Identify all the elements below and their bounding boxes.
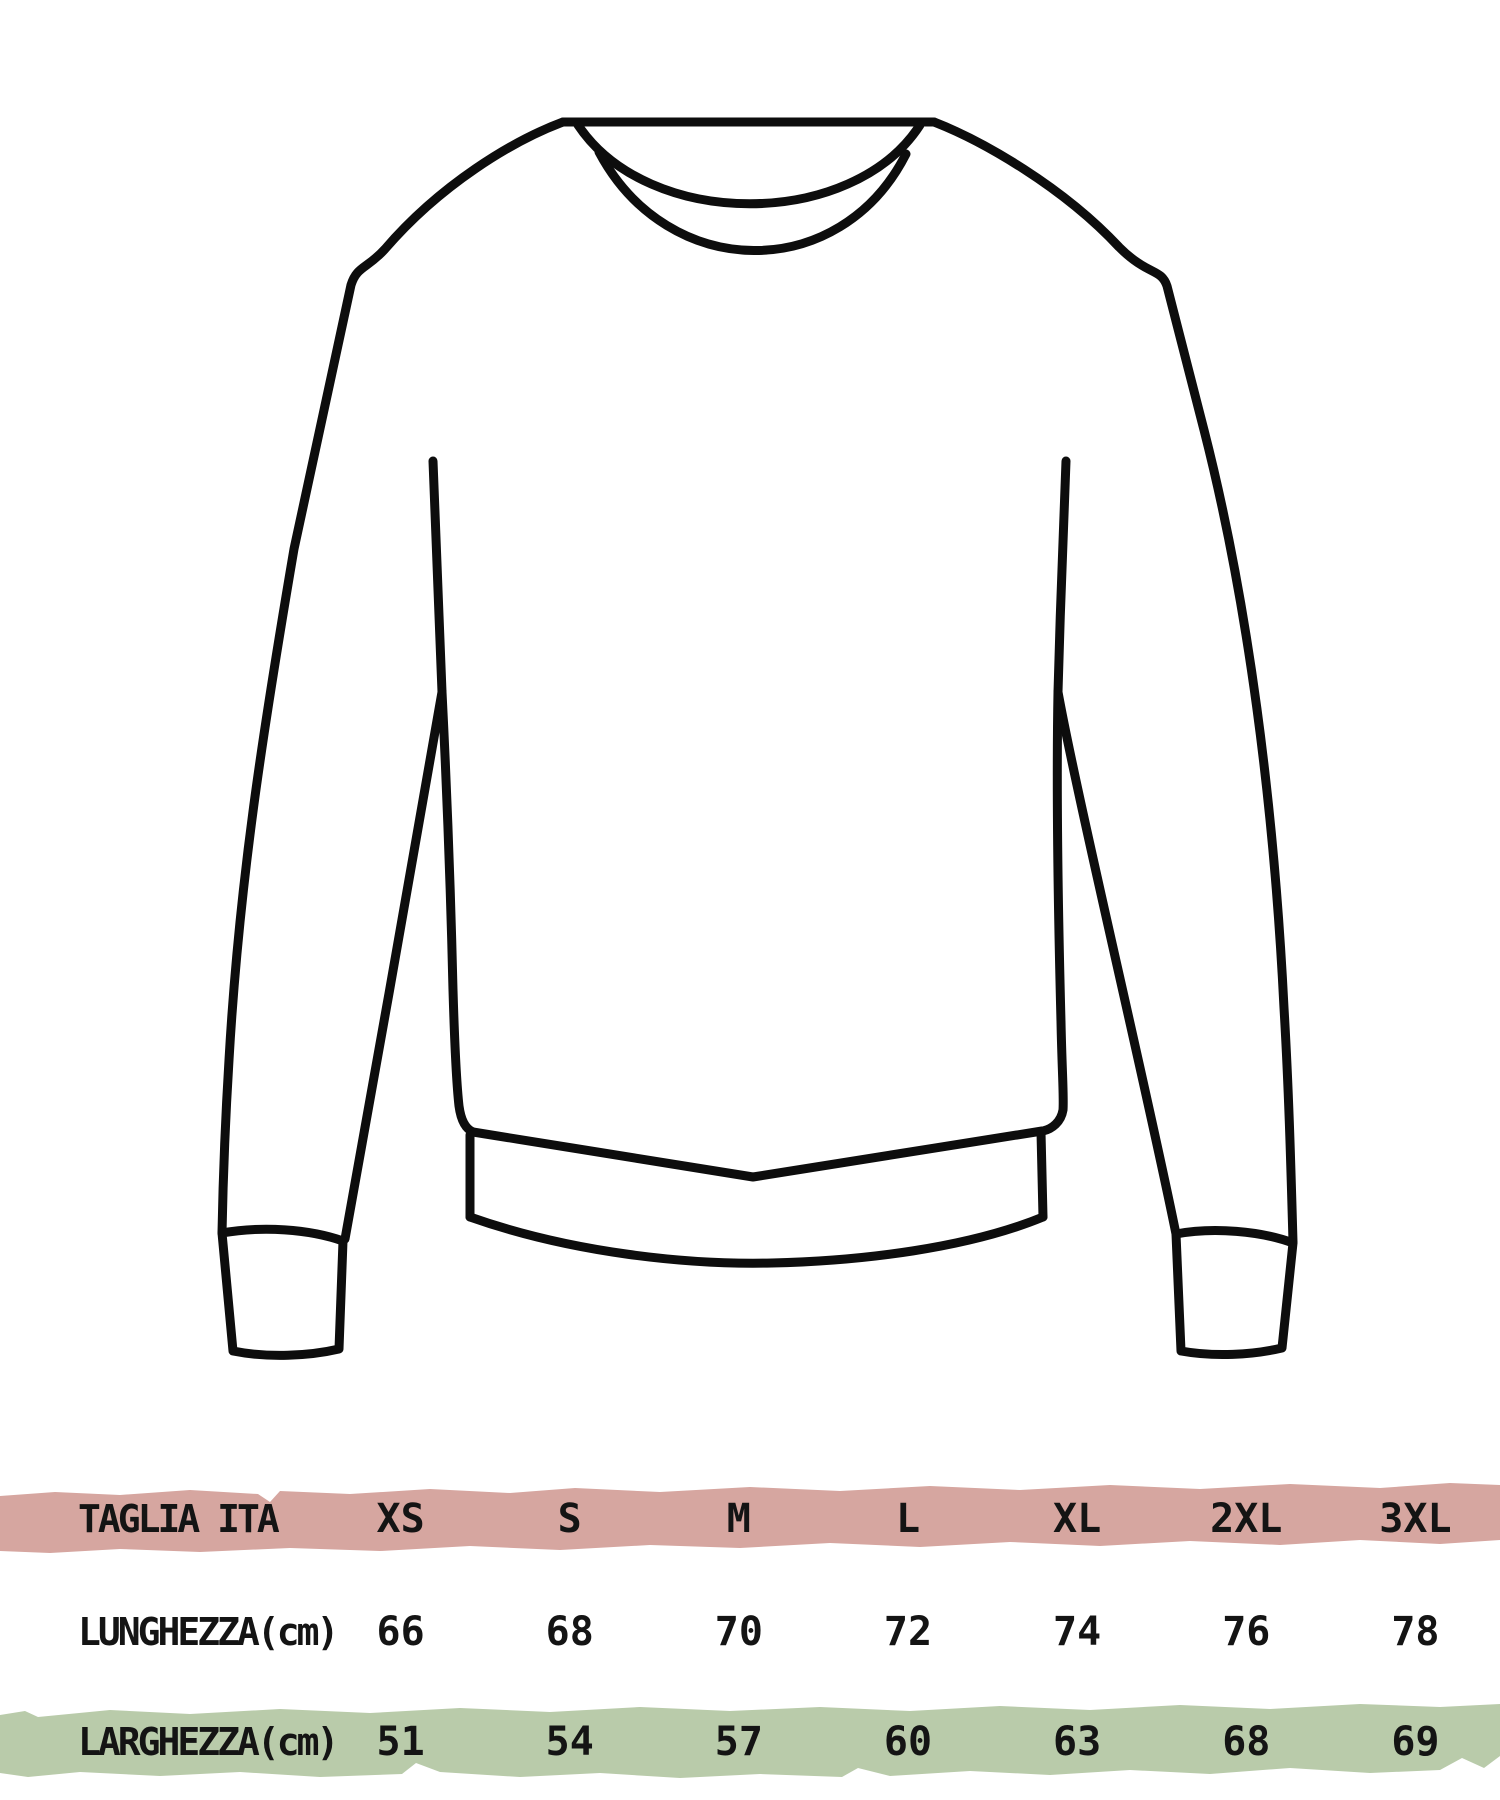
width-value-xs: 51 [376, 1719, 425, 1765]
right-sleeve-outer-edge [929, 117, 1298, 1247]
right-cuff [1171, 1226, 1298, 1360]
left-cuff [217, 1224, 348, 1360]
length-value-l: 72 [883, 1609, 933, 1655]
left-sleeve-outer-edge [217, 117, 568, 1238]
length-value-xs: 66 [376, 1609, 425, 1655]
green-brushstroke-shape [0, 1704, 1500, 1778]
size-column-s: S [557, 1496, 582, 1542]
width-value-m: 57 [714, 1719, 763, 1765]
sweatshirt-line-drawing [217, 117, 1298, 1360]
length-value-s: 68 [545, 1609, 594, 1655]
sweatshirt-outline-group [217, 117, 1298, 1360]
right-sleeve-inner-edge [1053, 687, 1181, 1239]
pink-brushstroke-shape [0, 1483, 1500, 1553]
size-column-2xl: 2XL [1210, 1496, 1283, 1542]
right-armhole-seam [1053, 456, 1071, 697]
size-column-l: L [895, 1496, 921, 1542]
width-row: LARGHEZZA(cm) 51 54 57 60 63 68 69 [0, 1700, 1500, 1784]
length-value-m: 70 [714, 1609, 763, 1655]
pink-brushstroke-band [0, 1483, 1500, 1553]
width-row-label: LARGHEZZA(cm) [78, 1720, 339, 1764]
width-value-s: 54 [545, 1719, 594, 1765]
hem-band-top-edge [468, 1126, 1047, 1182]
length-row-label: LUNGHEZZA(cm) [78, 1610, 339, 1654]
size-column-xs: XS [376, 1496, 425, 1542]
length-value-2xl: 76 [1222, 1609, 1271, 1655]
hem-band-right-edge [1036, 1127, 1048, 1222]
length-row: LUNGHEZZA(cm) 66 68 70 72 74 76 78 [0, 1598, 1500, 1666]
left-body-side-edge [437, 687, 478, 1137]
right-body-side-edge [1038, 687, 1068, 1136]
size-row-label: TAGLIA ITA [78, 1497, 280, 1541]
size-column-3xl: 3XL [1379, 1496, 1452, 1542]
length-value-3xl: 78 [1391, 1609, 1440, 1655]
width-value-2xl: 68 [1222, 1719, 1271, 1765]
left-armhole-seam [428, 456, 447, 697]
hem-band-bottom-edge [465, 1212, 1048, 1268]
green-brushstroke-band [0, 1704, 1500, 1778]
size-header-row: TAGLIA ITA XS S M L XL 2XL 3XL [0, 1478, 1500, 1560]
size-column-xl: XL [1053, 1496, 1102, 1542]
size-column-m: M [726, 1496, 751, 1542]
width-value-3xl: 69 [1391, 1719, 1440, 1765]
left-sleeve-inner-edge [340, 687, 447, 1244]
length-value-xl: 74 [1053, 1609, 1102, 1655]
collar-inner-arc [594, 147, 911, 255]
collar-outer-arc [573, 120, 925, 209]
width-value-l: 60 [883, 1719, 933, 1765]
width-value-xl: 63 [1053, 1719, 1102, 1765]
